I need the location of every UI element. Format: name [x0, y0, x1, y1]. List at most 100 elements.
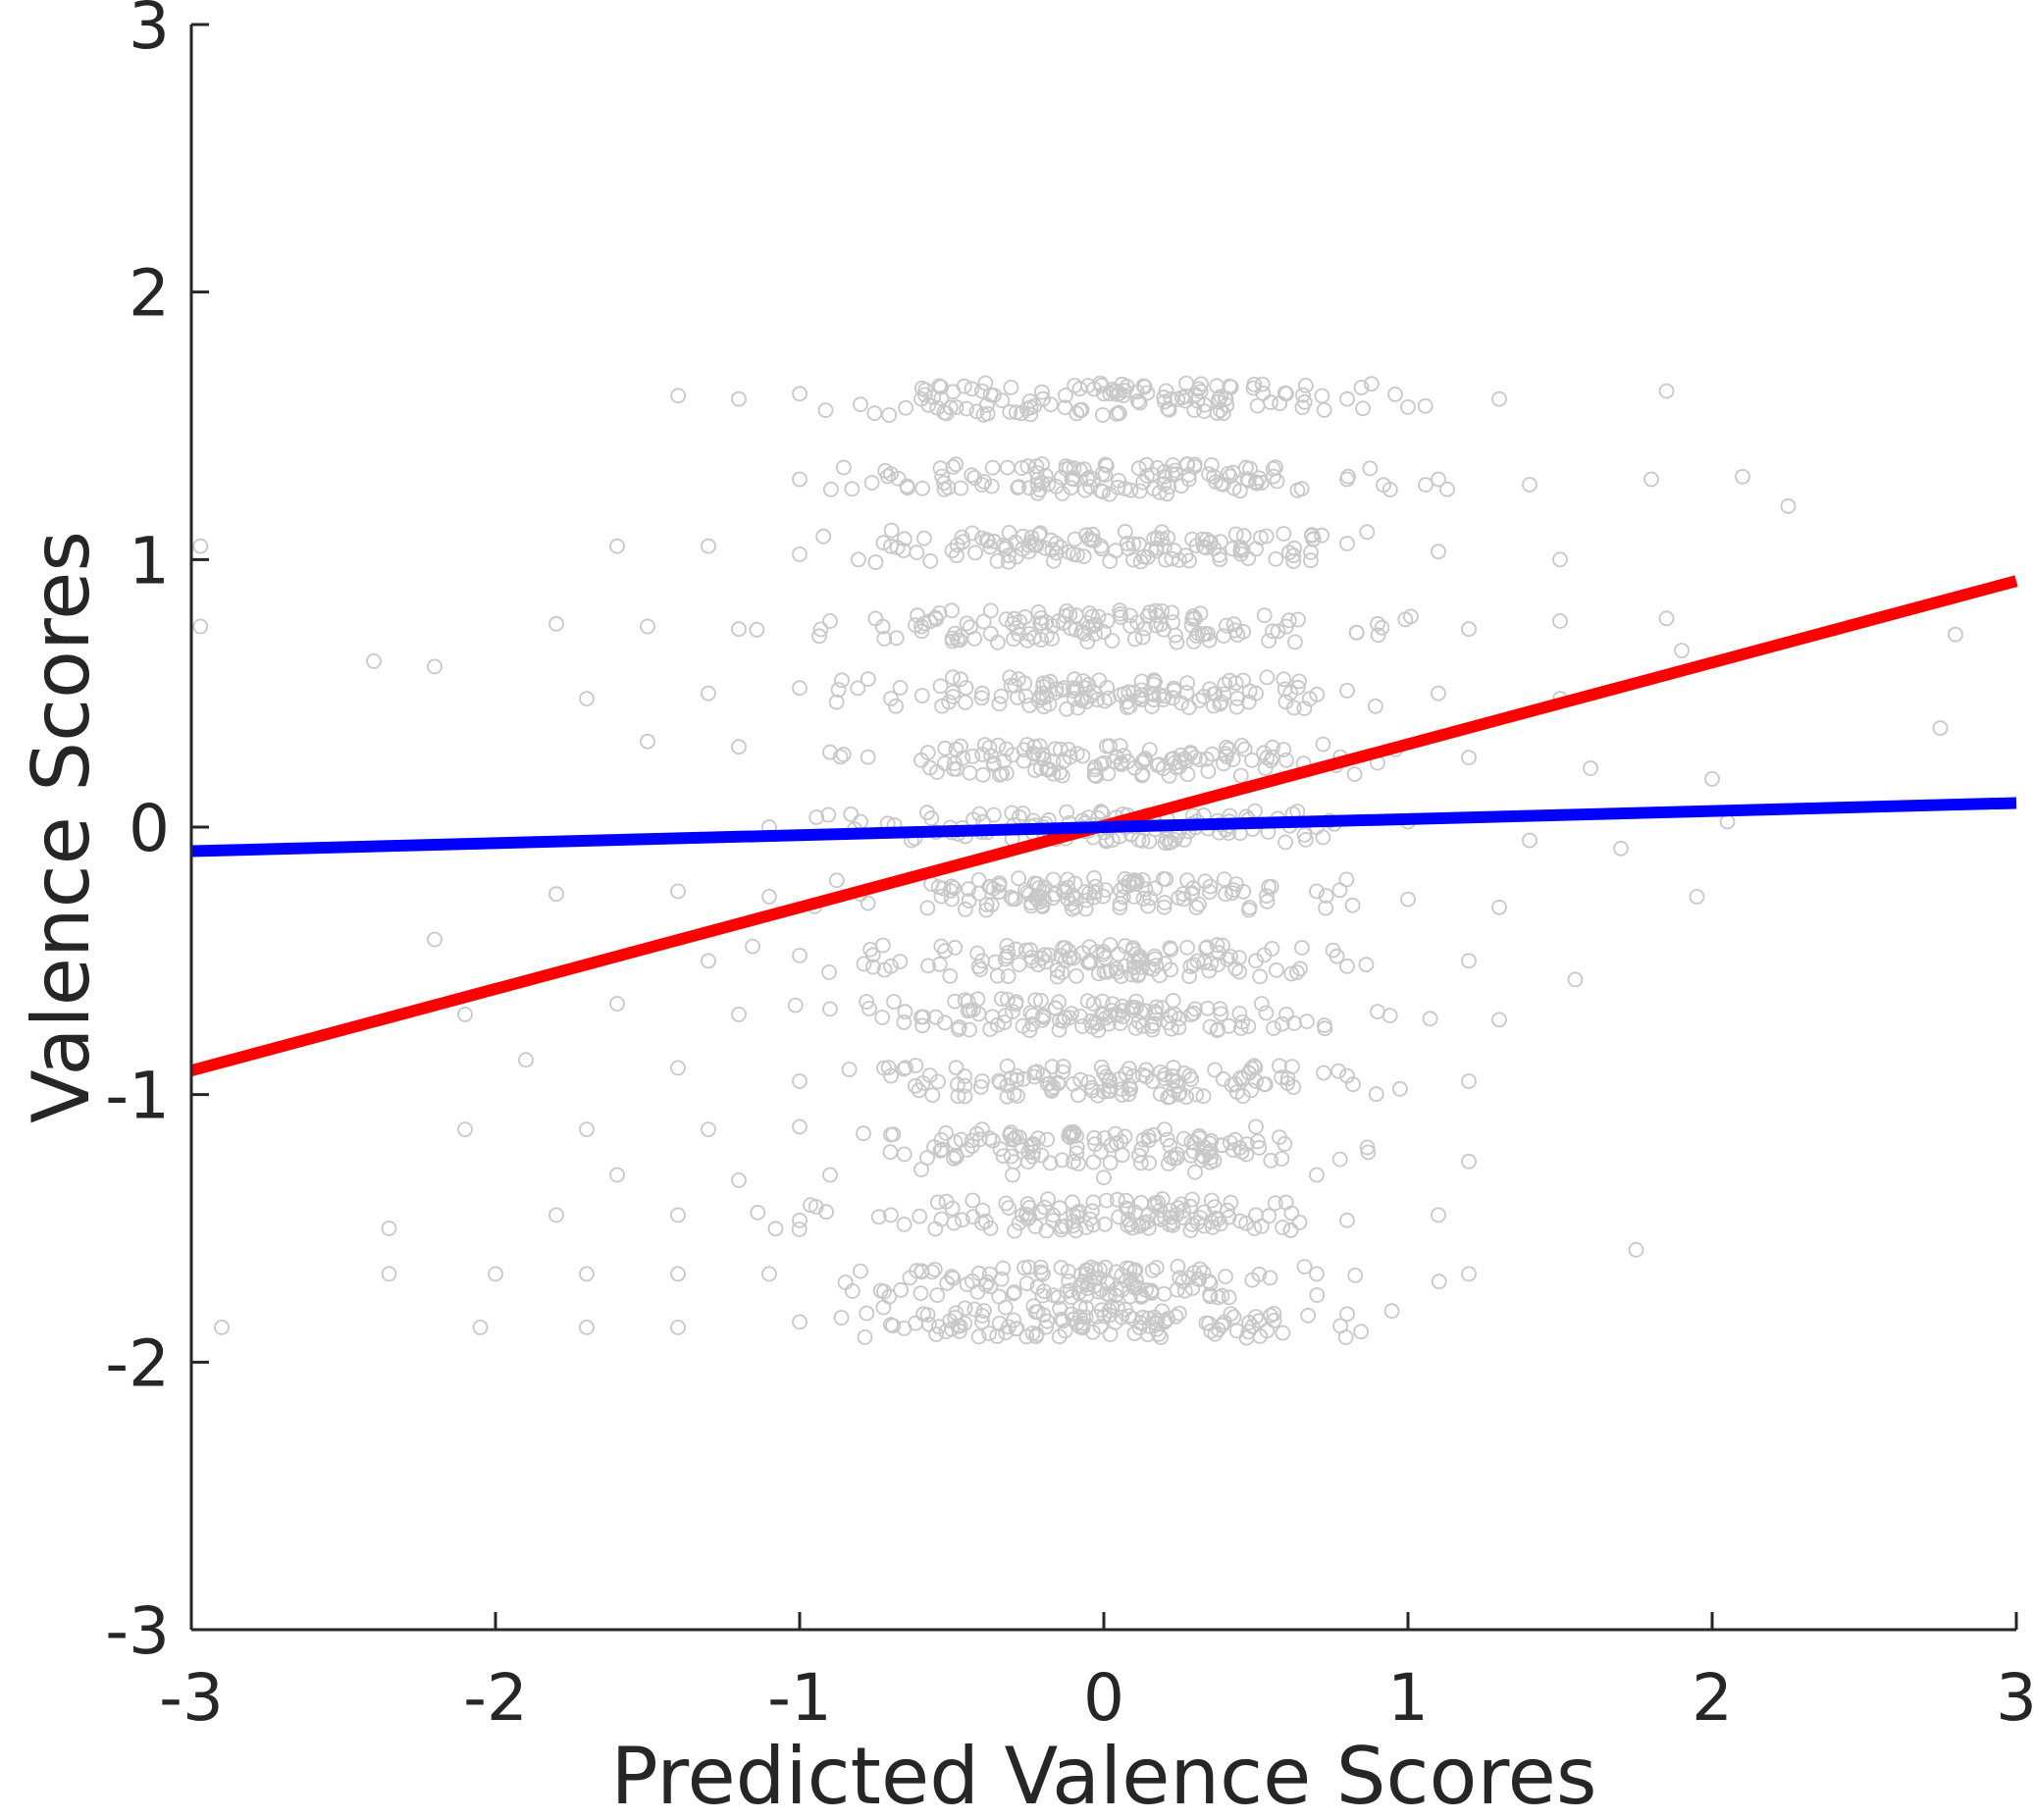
scatter-point — [1128, 1273, 1144, 1288]
scatter-point — [1131, 394, 1148, 411]
scatter-point — [867, 554, 884, 570]
scatter-point — [922, 552, 939, 569]
scatter-point — [1011, 626, 1027, 643]
scatter-point — [1250, 1133, 1266, 1150]
scatter-point — [1218, 1269, 1233, 1284]
scatter-point — [1431, 1207, 1446, 1223]
scatter-point — [1277, 681, 1293, 698]
scatter-point — [1248, 953, 1264, 969]
scatter-point — [792, 546, 808, 562]
scatter-point — [1285, 547, 1302, 564]
scatter-point — [1169, 634, 1185, 650]
scatter-point — [1090, 608, 1107, 625]
scatter-point — [1261, 633, 1277, 649]
scatter-point — [1073, 690, 1090, 706]
scatter-point — [959, 615, 975, 632]
scatter-point — [1719, 813, 1736, 830]
scatter-point — [1045, 765, 1062, 782]
scatter-point — [912, 1285, 929, 1301]
scatter-point — [1253, 530, 1269, 546]
scatter-point — [1079, 471, 1096, 488]
scatter-point — [958, 680, 974, 696]
scatter-point — [835, 459, 852, 476]
scatter-point — [913, 623, 930, 640]
scatter-point — [1182, 1147, 1199, 1164]
scatter-point — [817, 402, 834, 419]
scatter-point — [913, 380, 930, 396]
scatter-point — [841, 1062, 858, 1077]
scatter-point — [1071, 402, 1088, 418]
scatter-point — [1202, 878, 1219, 895]
scatter-point — [1263, 1152, 1279, 1169]
scatter-point — [1094, 993, 1111, 1010]
scatter-point — [1123, 999, 1140, 1015]
scatter-point — [1296, 393, 1313, 410]
scatter-point — [934, 468, 950, 485]
scatter-point — [1283, 1205, 1300, 1222]
scatter-point — [1274, 1015, 1290, 1032]
scatter-point — [974, 766, 991, 783]
scatter-point — [1005, 891, 1020, 908]
scatter-point — [1314, 527, 1329, 544]
scatter-point — [1269, 962, 1284, 978]
scatter-point — [1227, 526, 1244, 543]
scatter-point — [812, 621, 829, 638]
scatter-point — [885, 1318, 901, 1334]
scatter-points — [192, 375, 1963, 1346]
scatter-point — [1259, 669, 1276, 686]
scatter-point — [1166, 1151, 1182, 1167]
scatter-point — [948, 399, 964, 416]
scatter-point — [579, 1121, 595, 1137]
scatter-point — [1213, 534, 1228, 550]
scatter-point — [1491, 390, 1507, 407]
scatter-point — [1156, 1285, 1173, 1302]
scatter-point — [1304, 528, 1320, 544]
scatter-point — [701, 685, 716, 702]
scatter-point — [971, 1131, 988, 1148]
scatter-point — [1191, 693, 1208, 708]
scatter-point — [1086, 870, 1102, 886]
scatter-point — [961, 893, 977, 909]
scatter-point — [1131, 1147, 1147, 1164]
scatter-point — [792, 1118, 808, 1135]
scatter-point — [1075, 461, 1092, 478]
scatter-point — [1129, 1279, 1146, 1296]
scatter-point — [1241, 1315, 1257, 1330]
scatter-point — [1258, 1005, 1275, 1021]
scatter-point — [1583, 760, 1598, 776]
scatter-point — [1048, 478, 1065, 494]
scatter-point — [1252, 968, 1268, 985]
scatter-point — [1355, 400, 1371, 417]
scatter-point — [1077, 901, 1094, 917]
scatter-point — [1150, 1194, 1166, 1211]
scatter-point — [1107, 1125, 1123, 1142]
scatter-point — [1000, 968, 1016, 984]
scatter-point — [1164, 466, 1180, 483]
scatter-point — [1214, 1317, 1229, 1333]
scatter-point — [867, 610, 884, 627]
scatter-point — [1225, 541, 1240, 557]
scatter-point — [939, 1274, 956, 1291]
scatter-point — [1258, 528, 1275, 545]
scatter-point — [1115, 1009, 1131, 1024]
scatter-point — [1174, 886, 1191, 902]
scatter-point — [908, 1077, 923, 1094]
scatter-point — [731, 739, 747, 755]
scatter-point — [1108, 1006, 1123, 1022]
scatter-point — [1002, 403, 1018, 420]
scatter-point — [933, 390, 950, 406]
scatter-point — [958, 901, 973, 917]
scatter-point — [1061, 943, 1076, 959]
scatter-point — [964, 467, 980, 484]
scatter-point — [951, 1021, 966, 1038]
scatter-point — [1109, 963, 1125, 980]
scatter-point — [1134, 754, 1150, 770]
scatter-point — [1102, 553, 1119, 569]
scatter-point — [1417, 397, 1434, 414]
scatter-point — [1044, 1059, 1061, 1075]
scatter-point — [860, 671, 876, 687]
scatter-point — [1063, 480, 1079, 496]
scatter-point — [731, 621, 747, 638]
scatter-point — [1018, 400, 1035, 417]
scatter-point — [1007, 1222, 1022, 1239]
